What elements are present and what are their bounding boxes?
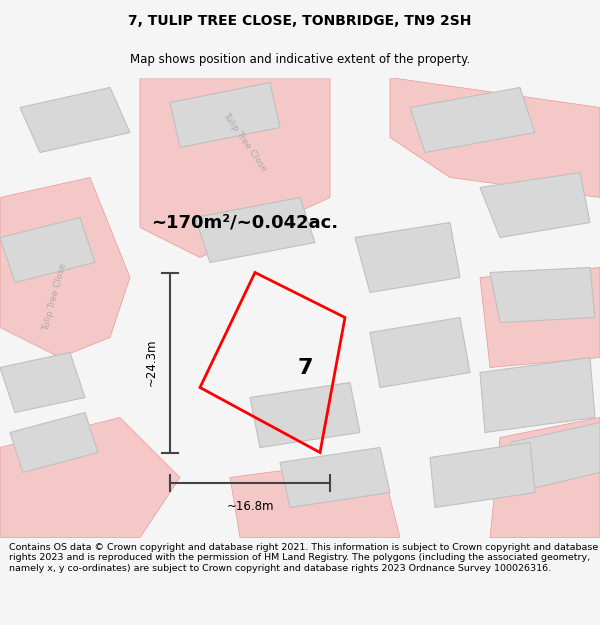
Text: Contains OS data © Crown copyright and database right 2021. This information is : Contains OS data © Crown copyright and d… bbox=[9, 543, 598, 573]
Polygon shape bbox=[410, 88, 535, 152]
Polygon shape bbox=[170, 82, 280, 148]
Polygon shape bbox=[195, 198, 315, 262]
Polygon shape bbox=[0, 352, 85, 412]
Polygon shape bbox=[280, 448, 390, 508]
Text: ~16.8m: ~16.8m bbox=[226, 501, 274, 514]
Polygon shape bbox=[480, 357, 595, 432]
Text: 7, TULIP TREE CLOSE, TONBRIDGE, TN9 2SH: 7, TULIP TREE CLOSE, TONBRIDGE, TN9 2SH bbox=[128, 14, 472, 28]
Polygon shape bbox=[230, 458, 400, 538]
Polygon shape bbox=[250, 382, 360, 448]
Polygon shape bbox=[390, 78, 600, 198]
Polygon shape bbox=[0, 418, 180, 538]
Polygon shape bbox=[430, 442, 535, 508]
Polygon shape bbox=[510, 422, 600, 492]
Text: ~170m²/~0.042ac.: ~170m²/~0.042ac. bbox=[151, 214, 338, 231]
Polygon shape bbox=[10, 412, 98, 472]
Polygon shape bbox=[355, 222, 460, 292]
Text: Map shows position and indicative extent of the property.: Map shows position and indicative extent… bbox=[130, 53, 470, 66]
Text: ~24.3m: ~24.3m bbox=[145, 339, 158, 386]
Polygon shape bbox=[0, 217, 95, 282]
Text: Tulip Tree Close: Tulip Tree Close bbox=[41, 262, 68, 332]
Text: 7: 7 bbox=[297, 357, 313, 377]
Polygon shape bbox=[0, 177, 130, 358]
Polygon shape bbox=[480, 268, 600, 368]
Polygon shape bbox=[20, 88, 130, 152]
Polygon shape bbox=[140, 78, 330, 258]
Polygon shape bbox=[370, 318, 470, 388]
Polygon shape bbox=[480, 173, 590, 238]
Polygon shape bbox=[490, 418, 600, 538]
Polygon shape bbox=[490, 268, 595, 322]
Text: Tulip Tree Close: Tulip Tree Close bbox=[221, 111, 269, 174]
